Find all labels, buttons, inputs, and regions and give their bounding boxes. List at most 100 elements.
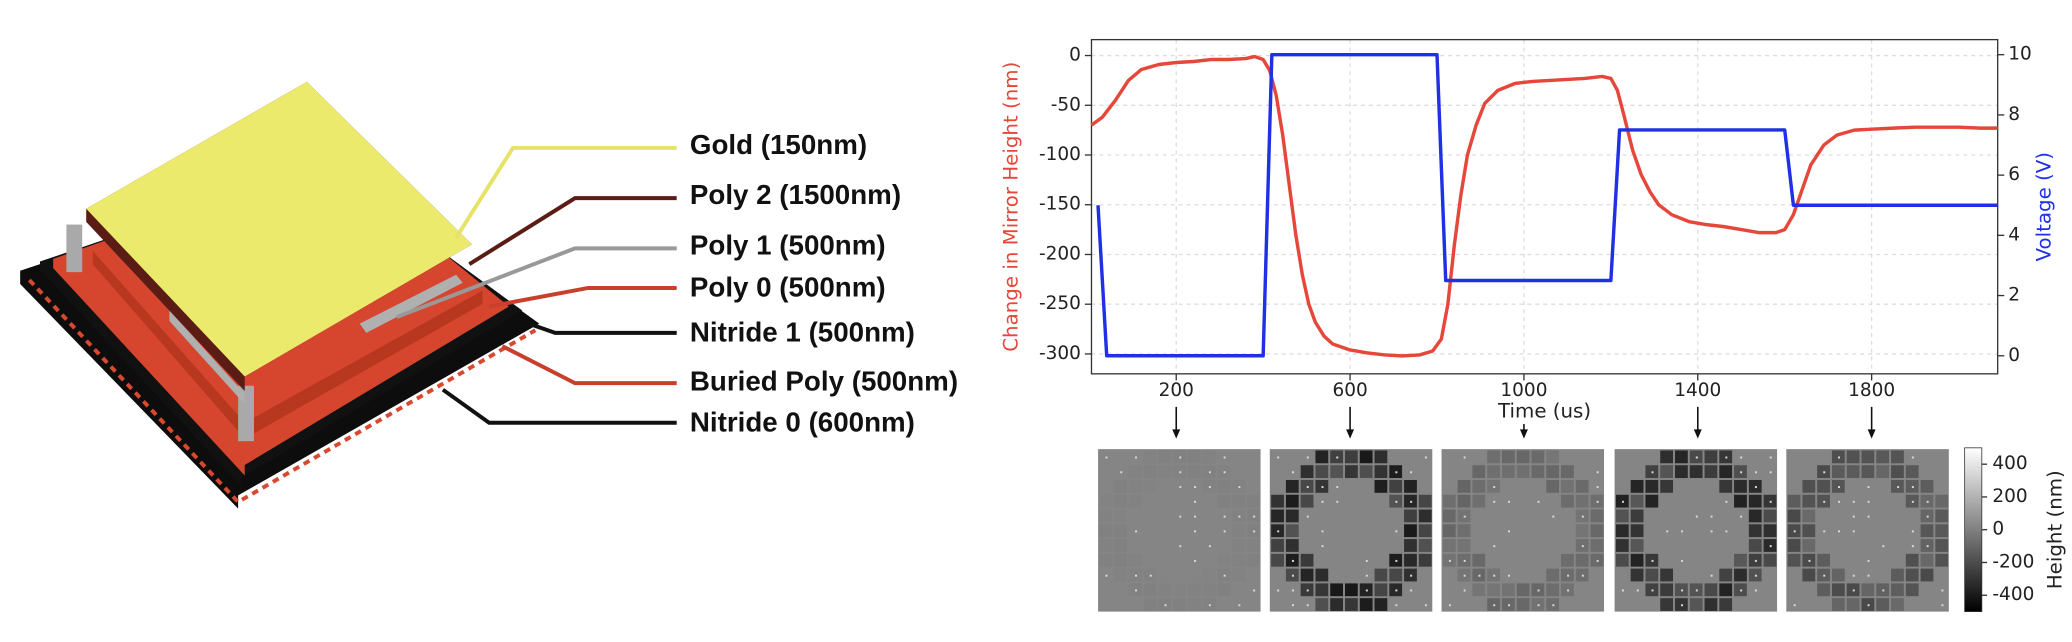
- height-map-cell: [1615, 509, 1629, 523]
- height-map-speckle: [1291, 589, 1294, 592]
- height-map-cell: [1404, 509, 1417, 523]
- height-map-cell: [1846, 598, 1860, 611]
- height-map-speckle: [1208, 471, 1211, 474]
- height-map-cell: [1516, 583, 1530, 597]
- height-map-cell: [1300, 553, 1314, 567]
- height-map-speckle: [1478, 574, 1481, 577]
- height-map-cell: [1285, 539, 1299, 552]
- height-map-speckle: [1179, 486, 1182, 489]
- y-tick-label: -200: [1039, 243, 1081, 264]
- height-map-cell: [1158, 450, 1172, 464]
- colorbar-tick-label: 0: [1992, 519, 2004, 540]
- height-map-cell: [1330, 583, 1344, 597]
- height-map-cell: [1802, 568, 1816, 582]
- height-map-speckle: [1306, 604, 1309, 607]
- height-map-speckle: [1306, 486, 1309, 489]
- height-map-speckle: [1769, 500, 1772, 503]
- height-map-cell: [1247, 539, 1260, 552]
- height-map-cell: [1615, 539, 1629, 552]
- height-map-cell: [1876, 598, 1890, 611]
- height-map-speckle: [1410, 500, 1413, 503]
- height-map-speckle: [1537, 604, 1540, 607]
- height-map-speckle: [1463, 456, 1466, 459]
- height-map-cell: [1802, 524, 1816, 538]
- height-map-speckle: [1567, 574, 1570, 577]
- height-map-speckle: [1695, 589, 1698, 592]
- height-map-cell: [1099, 494, 1113, 508]
- height-map-cell: [1173, 583, 1187, 597]
- height-map-cell: [1359, 450, 1373, 464]
- height-map-cell: [1734, 479, 1747, 493]
- height-map-cell: [1920, 568, 1934, 582]
- height-map-cell: [1546, 583, 1560, 597]
- height-map-cell: [1719, 465, 1733, 479]
- height-map-cell: [1501, 583, 1515, 597]
- height-map-cell: [1217, 583, 1231, 597]
- height-map-speckle: [1135, 574, 1137, 577]
- height-map-cell: [1472, 494, 1486, 508]
- height-map-speckle: [1754, 559, 1757, 562]
- height-map-cell: [1114, 479, 1127, 493]
- height-map-speckle: [1651, 559, 1654, 562]
- height-map-cell: [1217, 494, 1231, 508]
- poly-0-edge: [92, 250, 483, 439]
- height-map-speckle: [1395, 559, 1398, 562]
- height-map-cell: [1359, 465, 1373, 479]
- height-map-cell: [1418, 524, 1432, 538]
- height-map-cell: [1374, 450, 1388, 464]
- height-map-speckle: [1105, 456, 1108, 459]
- y2-tick-label: 8: [2008, 104, 2020, 125]
- height-map-speckle: [1911, 456, 1914, 459]
- height-map-speckle: [1882, 589, 1885, 592]
- height-map-speckle: [1424, 456, 1427, 459]
- height-map-speckle: [1223, 515, 1226, 518]
- height-map-cell: [1787, 494, 1801, 508]
- height-map-cell: [1891, 583, 1904, 597]
- height-map-speckle: [1911, 486, 1914, 489]
- height-map-cell: [1876, 465, 1890, 479]
- height-map: [1098, 449, 1261, 612]
- x-tick-label: 1000: [1500, 380, 1547, 401]
- height-map-cell: [1787, 553, 1801, 567]
- snapshot-arrowhead: [1519, 429, 1528, 439]
- height-map-speckle: [1769, 471, 1772, 474]
- height-map-cell: [1374, 479, 1388, 493]
- height-map-cell: [1516, 465, 1530, 479]
- height-map-cell: [1546, 568, 1560, 582]
- height-map-cell: [1935, 553, 1949, 567]
- height-map-speckle: [1463, 559, 1466, 562]
- height-map-cell: [1300, 465, 1314, 479]
- height-map-speckle: [1852, 500, 1855, 503]
- height-map-cell: [1114, 524, 1127, 538]
- leader-line: [395, 246, 677, 319]
- height-map-cell: [1689, 598, 1703, 611]
- height-map-cell: [1630, 494, 1644, 508]
- height-map-cell: [1285, 479, 1299, 493]
- poly-1-beam: [169, 310, 245, 405]
- leader-line: [441, 388, 677, 425]
- height-map-cell: [1315, 465, 1329, 479]
- y-tick-label: -300: [1039, 343, 1081, 364]
- height-map-speckle: [1194, 515, 1197, 518]
- height-map-cell: [1232, 539, 1246, 552]
- layer-label: Poly 1 (500nm): [690, 229, 886, 260]
- height-map-speckle: [1823, 530, 1826, 533]
- height-map-speckle: [1238, 486, 1241, 489]
- height-map-speckle: [1208, 604, 1211, 607]
- height-map-speckle: [1754, 486, 1757, 489]
- height-map-cell: [1748, 524, 1762, 538]
- height-map-cell: [1935, 494, 1949, 508]
- y2-tick-label: 2: [2008, 285, 2020, 306]
- height-map-cell: [1802, 479, 1816, 493]
- height-map-cell: [1285, 494, 1299, 508]
- height-map-cell: [1099, 509, 1113, 523]
- height-map-cell: [1734, 568, 1747, 582]
- height-map-speckle: [1926, 515, 1929, 518]
- leader-line: [454, 145, 677, 239]
- height-map-speckle: [1365, 574, 1368, 577]
- height-map-speckle: [1223, 530, 1226, 533]
- height-map-cell: [1143, 598, 1157, 611]
- height-map-speckle: [1581, 545, 1584, 548]
- height-map-cell: [1876, 450, 1890, 464]
- snapshot-arrowhead: [1693, 429, 1702, 439]
